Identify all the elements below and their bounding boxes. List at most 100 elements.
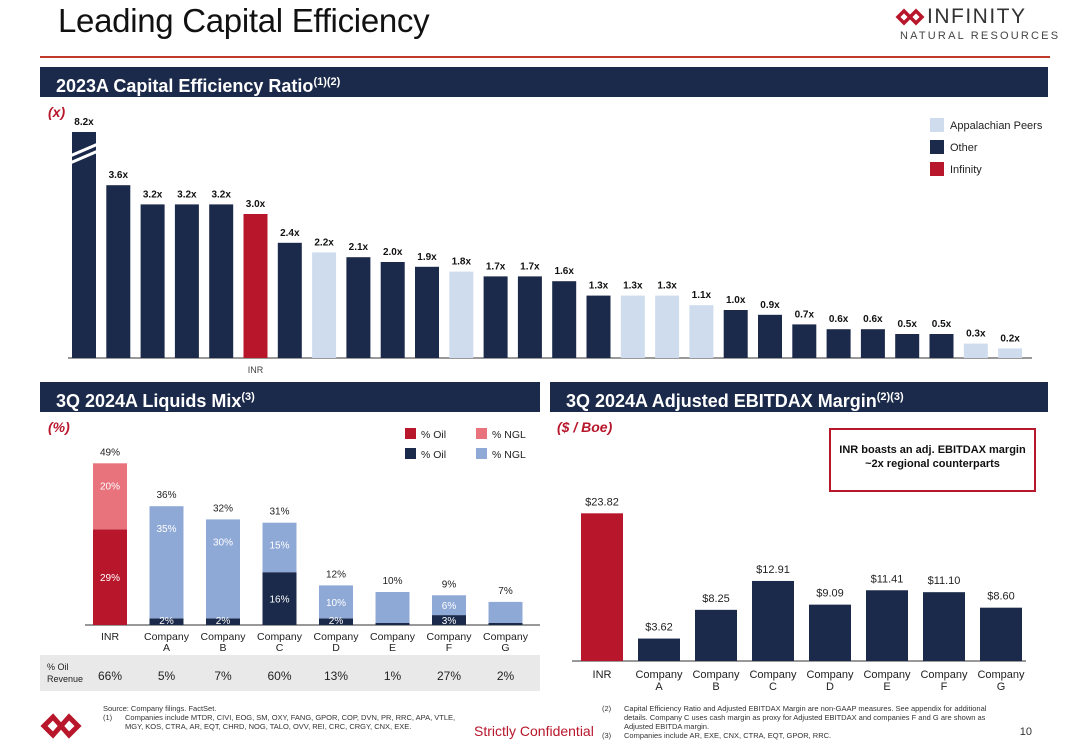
company-logo: INFINITY NATURAL RESOURCES — [895, 5, 1058, 45]
legend-label: Infinity — [950, 164, 982, 176]
bar — [809, 604, 851, 661]
bar-segment — [319, 585, 353, 619]
data-label: $3.62 — [645, 622, 673, 634]
total-label: 7% — [498, 586, 513, 597]
bar — [866, 590, 908, 661]
footnote-2-number: (2) — [602, 704, 612, 713]
bar — [860, 329, 885, 358]
data-label: 0.5x — [932, 319, 952, 330]
data-label: 2.4x — [280, 228, 300, 239]
legend-swatch — [476, 448, 487, 459]
bar — [581, 513, 623, 661]
oil-revenue-value: 60% — [267, 669, 291, 683]
liquids-mix-footnote-ref: (3) — [241, 391, 255, 403]
data-label: 1.1x — [692, 290, 712, 301]
page-number: 10 — [1019, 726, 1032, 738]
bar-segment — [149, 506, 184, 619]
data-label: 3.2x — [177, 189, 197, 200]
confidential-label: Strictly Confidential — [474, 723, 594, 739]
oil-label: 3% — [442, 616, 457, 627]
bar-segment — [488, 623, 523, 625]
bar — [758, 314, 782, 358]
bar — [517, 276, 542, 358]
oil-revenue-value: 7% — [214, 669, 232, 683]
ebitdax-margin-title: 3Q 2024A Adjusted EBITDAX Margin — [566, 391, 877, 411]
bar — [923, 592, 965, 661]
total-label: 9% — [442, 579, 457, 590]
oil-label: 2% — [216, 616, 231, 627]
legend-swatch — [476, 428, 487, 439]
bar — [655, 295, 680, 358]
footnote-1-number: (1) — [103, 713, 113, 722]
oil-revenue-value: 27% — [437, 669, 461, 683]
data-label: 3.2x — [143, 189, 163, 200]
oil-revenue-label: % Oil Revenue — [47, 662, 83, 684]
data-label: 1.6x — [554, 266, 574, 277]
bar — [346, 257, 371, 358]
oil-revenue-row — [40, 655, 540, 691]
bar — [483, 276, 508, 358]
data-label: 0.6x — [829, 314, 849, 325]
ebitdax-margin-footnote-ref: (2)(3) — [876, 391, 904, 403]
data-label: $9.09 — [816, 588, 844, 600]
bar — [998, 348, 1023, 358]
x-tick-label: Company A — [144, 631, 190, 654]
page-title: Leading Capital Efficiency — [58, 2, 430, 39]
data-label: 0.9x — [760, 300, 780, 311]
bar — [449, 271, 474, 358]
legend-swatch — [930, 140, 944, 154]
data-label: 3.2x — [211, 189, 231, 200]
source-note: Source: Company filings. FactSet. — [103, 704, 217, 713]
bar — [620, 295, 645, 358]
bar — [826, 329, 851, 358]
legend-label: % NGL — [492, 429, 526, 441]
footnote-3-number: (3) — [602, 731, 612, 740]
footnotes-left: Source: Company filings. FactSet. (1) Com… — [103, 704, 473, 731]
bar — [980, 607, 1022, 661]
bar-segment — [93, 463, 127, 530]
oil-label: 29% — [100, 573, 120, 584]
ngl-label: 15% — [269, 541, 289, 552]
bar — [963, 343, 988, 358]
oil-revenue-value: 13% — [324, 669, 348, 683]
liquids-mix-title: 3Q 2024A Liquids Mix — [56, 391, 242, 411]
legend-label: % Oil — [421, 429, 446, 441]
logo-subtitle: NATURAL RESOURCES — [900, 30, 1061, 42]
data-label: 1.9x — [417, 252, 437, 263]
ebitdax-margin-chart: $23.82 INR $3.62 Company A $8.25 Company B $12.9… — [572, 496, 1026, 693]
oil-revenue-value: 5% — [158, 669, 176, 683]
bar-segment — [375, 623, 410, 625]
footnotes-right: (2) Capital Efficiency Ratio and Adjusted… — [602, 704, 1012, 740]
legend-swatch — [405, 428, 416, 439]
x-tick-label: INR — [101, 631, 120, 643]
data-label: $8.60 — [987, 591, 1015, 603]
x-tick-label: Company F — [427, 631, 473, 654]
capital-efficiency-chart: 8.2x 3.6x 3.2x 3.2x 3.2x 3.0x INR 2.4x 2.2x 2.1x 2… — [68, 117, 1043, 375]
legend-label: Appalachian Peers — [950, 120, 1043, 132]
oil-label: 2% — [159, 616, 174, 627]
x-tick-label: Company E — [863, 669, 911, 693]
bar — [689, 305, 714, 358]
bar-segment — [375, 592, 410, 625]
oil-revenue-value: 1% — [384, 669, 402, 683]
data-label: 0.5x — [897, 319, 917, 330]
bar-segment — [206, 618, 240, 625]
bar — [140, 204, 165, 358]
x-tick-label: Company D — [314, 631, 360, 654]
data-label: $11.41 — [871, 573, 904, 585]
total-label: 31% — [269, 507, 289, 518]
x-tick-label: Company B — [201, 631, 247, 654]
oil-label: 2% — [329, 616, 344, 627]
data-label: $23.82 — [585, 496, 619, 508]
bar-segment — [149, 618, 184, 625]
data-label: 1.3x — [623, 281, 643, 292]
axis-break-mark — [69, 142, 99, 158]
x-tick-label: Company F — [920, 669, 968, 693]
x-tick-label: Company G — [483, 631, 529, 654]
infinity-logo-icon — [895, 8, 925, 26]
bar-segment — [206, 519, 240, 619]
ebitdax-callout: INR boasts an adj. EBITDAX margin ~2x re… — [829, 428, 1036, 492]
logo-word: INFINITY — [927, 5, 1027, 28]
liquids-mix-unit: (%) — [48, 419, 70, 435]
bar-segment — [93, 529, 127, 625]
